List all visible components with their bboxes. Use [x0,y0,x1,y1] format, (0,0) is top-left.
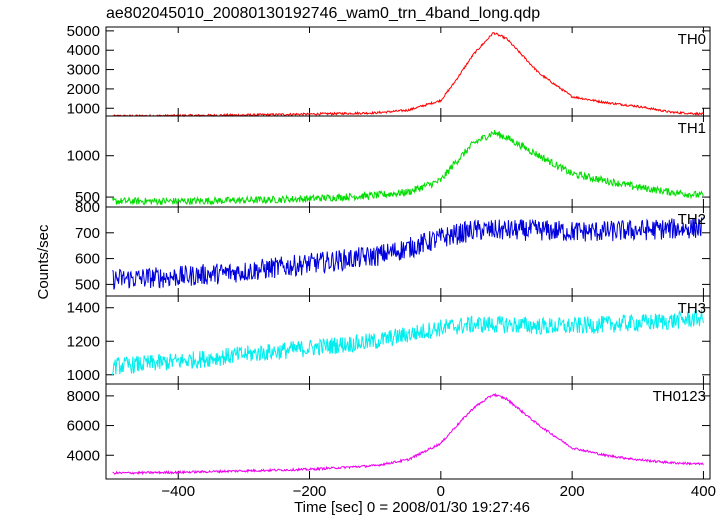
x-tick-label: 200 [560,483,585,500]
series-line-th1 [112,129,704,206]
y-tick-label: 800 [75,199,100,216]
y-tick-label: 4000 [67,447,100,464]
series-line-th2 [112,216,704,290]
series-line-th3 [112,309,704,376]
y-tick-label: 1000 [67,100,100,117]
panel-label-th1: TH1 [678,120,706,137]
panel-frame-th2 [105,206,711,297]
y-tick-label: 1200 [67,333,100,350]
panel-label-th0123: TH0123 [653,388,706,405]
panel-frame-th3 [105,295,711,385]
y-tick-label: 6000 [67,418,100,435]
series-line-th0123 [112,392,704,476]
y-tick-label: 1400 [67,300,100,317]
y-tick-label: 500 [75,276,100,293]
y-tick-label: 8000 [67,388,100,405]
y-tick-label: 1000 [67,367,100,384]
y-tick-label: 600 [75,251,100,268]
chart-title: ae802045010_20080130192746_wam0_trn_4ban… [106,5,540,22]
y-tick-label: 2000 [67,81,100,98]
y-tick-label: 3000 [67,62,100,79]
panel-label-th3: TH3 [678,300,706,317]
panel-label-th2: TH2 [678,211,706,228]
panel-label-th0: TH0 [678,31,706,48]
panel-frame-th0123 [105,383,711,480]
y-tick-label: 1000 [67,148,100,165]
x-tick-label: 400 [691,483,716,500]
panel-frame-th1 [105,115,711,208]
y-axis-label: Counts/sec [35,224,52,300]
x-tick-label: −400 [161,483,195,500]
series-line-th0 [112,31,704,118]
x-tick-label: 0 [437,483,445,500]
y-tick-label: 500 [75,189,100,206]
x-axis-label: Time [sec] 0 = 2008/01/30 19:27:46 [294,499,530,516]
x-tick-label: −200 [293,483,327,500]
panel-frame-th0 [105,26,711,117]
y-tick-label: 4000 [67,42,100,59]
y-tick-label: 700 [75,225,100,242]
y-tick-label: 5000 [67,23,100,40]
